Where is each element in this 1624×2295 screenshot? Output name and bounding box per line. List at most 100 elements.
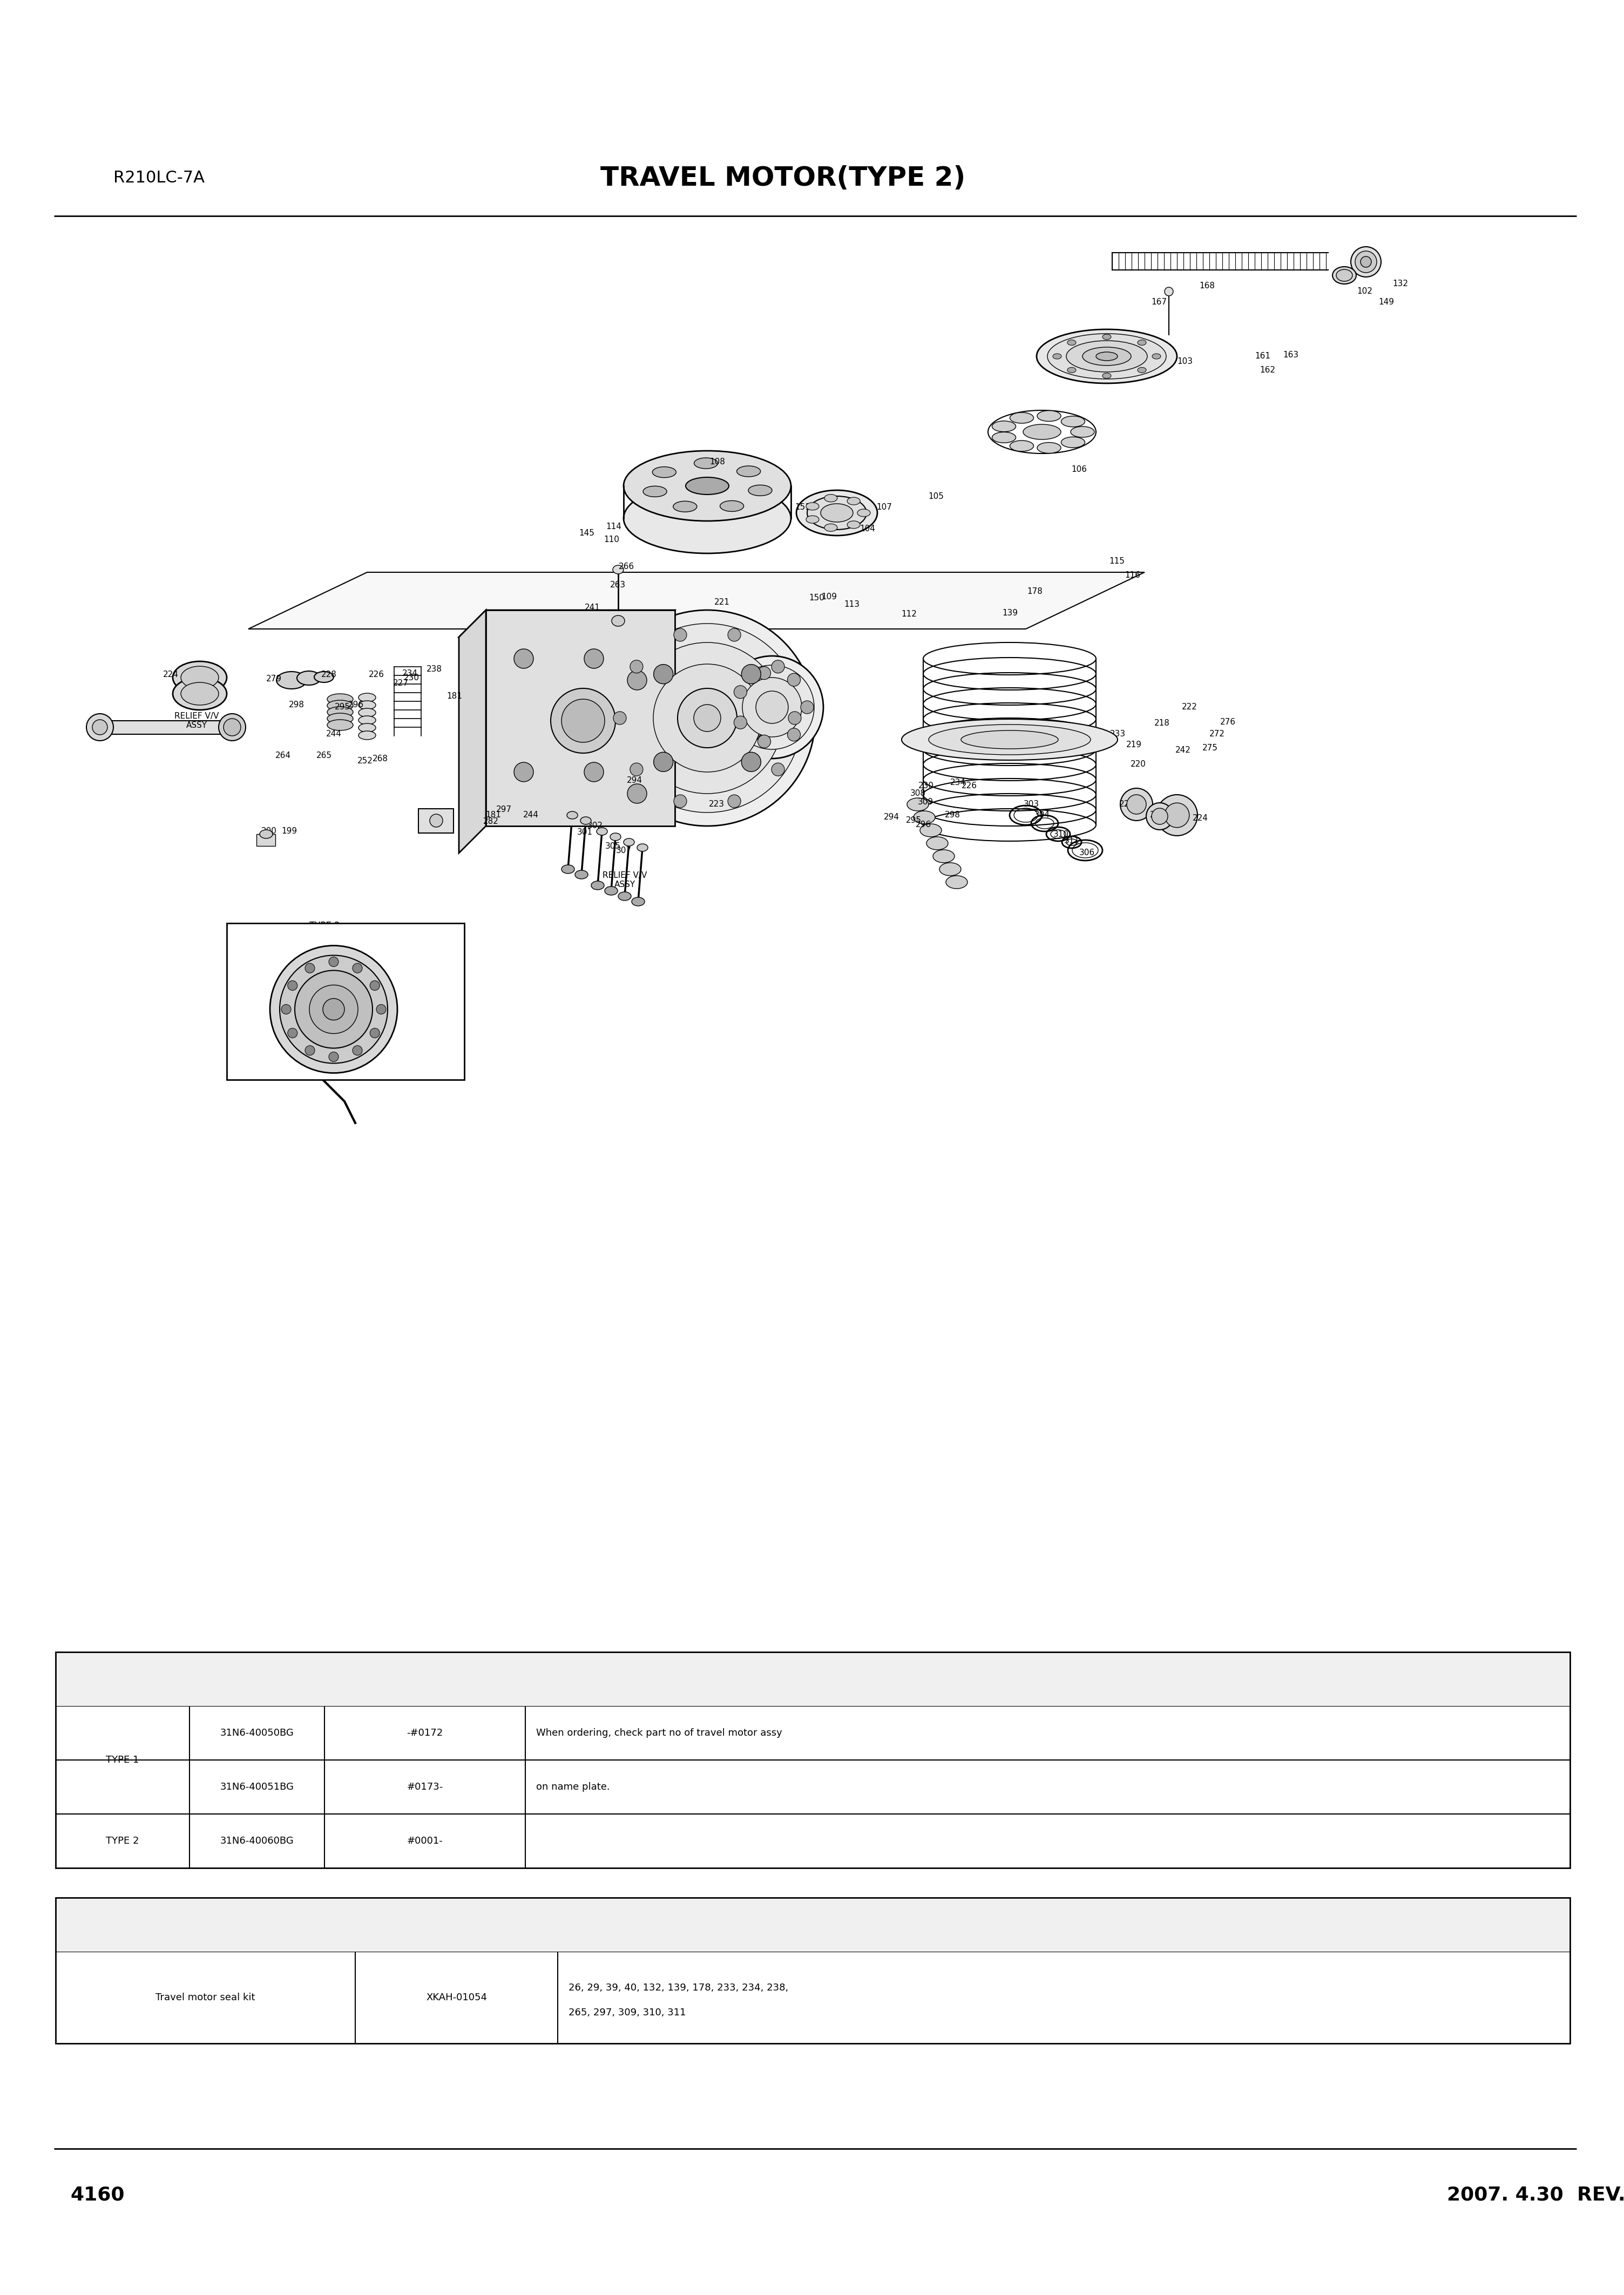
Text: 228: 228 <box>1119 801 1135 808</box>
Ellipse shape <box>1332 266 1356 285</box>
Text: R210LC-7A: R210LC-7A <box>114 170 205 186</box>
Text: 311: 311 <box>1064 838 1080 845</box>
Ellipse shape <box>296 971 372 1049</box>
Text: 181: 181 <box>486 810 502 819</box>
Text: 233: 233 <box>1109 730 1125 739</box>
Ellipse shape <box>604 886 617 895</box>
Text: 266: 266 <box>619 562 633 571</box>
Text: 276: 276 <box>1220 718 1236 728</box>
Ellipse shape <box>693 457 718 468</box>
Ellipse shape <box>180 666 219 688</box>
Text: 104: 104 <box>859 526 875 532</box>
Text: 200: 200 <box>261 828 276 835</box>
Text: 304: 304 <box>1034 810 1049 819</box>
Text: 31N6-40051BG: 31N6-40051BG <box>219 1783 294 1792</box>
Ellipse shape <box>737 466 760 477</box>
Ellipse shape <box>728 794 741 808</box>
Text: XKAH-01054: XKAH-01054 <box>425 1992 487 2004</box>
Text: 294: 294 <box>627 776 641 785</box>
Ellipse shape <box>513 762 533 783</box>
Text: 201: 201 <box>736 741 752 748</box>
Ellipse shape <box>599 610 815 826</box>
Ellipse shape <box>612 615 625 627</box>
Text: 234: 234 <box>950 778 966 787</box>
Text: 294: 294 <box>883 812 900 822</box>
Ellipse shape <box>86 714 114 741</box>
Text: 162: 162 <box>1260 365 1275 374</box>
Text: 306: 306 <box>1078 849 1095 856</box>
Ellipse shape <box>580 817 591 824</box>
Text: Included item: Included item <box>1028 1919 1099 1930</box>
Ellipse shape <box>1337 269 1353 282</box>
Text: 264: 264 <box>274 753 291 760</box>
Text: 307: 307 <box>615 847 632 854</box>
Ellipse shape <box>1127 794 1147 815</box>
Ellipse shape <box>932 849 955 863</box>
Ellipse shape <box>653 753 672 771</box>
Text: 241: 241 <box>585 604 599 610</box>
Ellipse shape <box>624 484 791 553</box>
Text: 227: 227 <box>752 732 767 741</box>
Ellipse shape <box>624 838 635 847</box>
Ellipse shape <box>281 1005 291 1014</box>
Ellipse shape <box>279 955 388 1063</box>
Text: 108: 108 <box>710 457 726 466</box>
Ellipse shape <box>596 828 607 835</box>
Ellipse shape <box>1121 787 1153 822</box>
Ellipse shape <box>632 897 645 907</box>
Ellipse shape <box>1070 427 1095 438</box>
Ellipse shape <box>276 672 307 688</box>
Ellipse shape <box>619 893 632 900</box>
Ellipse shape <box>513 649 533 668</box>
Text: 224: 224 <box>162 670 179 679</box>
Ellipse shape <box>913 810 935 824</box>
Text: 161: 161 <box>1255 351 1270 360</box>
Text: RELIEF V/V
ASSY: RELIEF V/V ASSY <box>603 872 646 888</box>
Text: 252: 252 <box>357 757 374 764</box>
Text: 224: 224 <box>1192 815 1208 822</box>
Text: 263: 263 <box>609 581 625 590</box>
Text: -#0172: -#0172 <box>406 1728 443 1737</box>
Ellipse shape <box>1060 415 1085 427</box>
Text: TYPE 2: TYPE 2 <box>106 1836 140 1845</box>
Text: 226: 226 <box>961 783 978 789</box>
Text: 167: 167 <box>1151 298 1168 305</box>
Ellipse shape <box>742 677 802 737</box>
Ellipse shape <box>305 1047 315 1056</box>
Ellipse shape <box>377 1005 387 1014</box>
Ellipse shape <box>326 721 352 730</box>
Text: 226: 226 <box>369 670 385 679</box>
Text: 219: 219 <box>1125 741 1142 748</box>
Ellipse shape <box>297 670 320 686</box>
Bar <box>419 808 453 833</box>
Ellipse shape <box>992 420 1017 431</box>
Ellipse shape <box>328 957 338 966</box>
Ellipse shape <box>326 693 352 705</box>
Text: #0001-: #0001- <box>408 1836 443 1845</box>
Ellipse shape <box>359 693 375 702</box>
Text: 223: 223 <box>708 801 724 808</box>
Ellipse shape <box>612 624 802 812</box>
Ellipse shape <box>653 666 672 684</box>
Text: 298: 298 <box>945 810 960 819</box>
Text: 265: 265 <box>317 753 331 760</box>
Text: 272: 272 <box>1210 730 1224 739</box>
Ellipse shape <box>1010 441 1033 452</box>
Ellipse shape <box>612 565 624 574</box>
Ellipse shape <box>1052 353 1062 358</box>
Ellipse shape <box>219 714 245 741</box>
Text: 116: 116 <box>1125 571 1140 578</box>
Ellipse shape <box>825 523 838 532</box>
Ellipse shape <box>352 964 362 973</box>
Text: 310: 310 <box>1052 831 1069 838</box>
Ellipse shape <box>771 661 784 672</box>
Ellipse shape <box>1164 287 1173 296</box>
Ellipse shape <box>591 881 604 890</box>
Text: 309: 309 <box>918 799 934 806</box>
Text: 265, 297, 309, 310, 311: 265, 297, 309, 310, 311 <box>568 2008 685 2017</box>
Text: 113: 113 <box>844 601 859 608</box>
Ellipse shape <box>908 799 929 810</box>
Ellipse shape <box>848 498 861 505</box>
Ellipse shape <box>806 516 818 523</box>
Ellipse shape <box>1036 328 1177 383</box>
